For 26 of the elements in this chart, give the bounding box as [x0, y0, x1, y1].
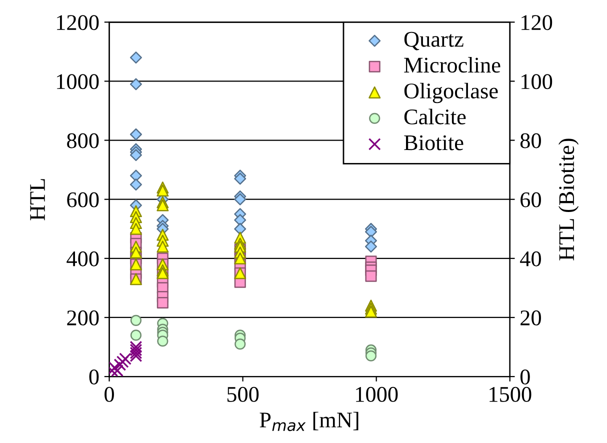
y2-tick-label: 80	[520, 133, 541, 148]
y2-axis-title: HTL (Biotite)	[558, 138, 579, 260]
legend-label: Oligoclase	[404, 82, 498, 104]
legend-label: Microcline	[404, 57, 500, 73]
x-tick-label: 1500	[490, 386, 532, 402]
y-tick-label: 600	[67, 192, 99, 208]
y2-tick-label: 120	[522, 15, 552, 30]
x-tick-label: 500	[227, 386, 259, 402]
x-tick-label: 1000	[356, 386, 398, 402]
y-axis-title: HTL	[30, 179, 45, 220]
legend-label: Calcite	[404, 108, 466, 124]
y-tick-label: 400	[66, 251, 99, 266]
y2-tick-label: 100	[522, 74, 552, 90]
y2-tick-label: 40	[520, 251, 541, 266]
y-tick-label: 1000	[57, 74, 99, 90]
legend-label: Biotite	[404, 135, 464, 150]
y-tick-label: 200	[67, 310, 99, 326]
y2-tick-label: 60	[520, 192, 541, 208]
y-tick-label: 0	[89, 369, 99, 384]
legend-label: Quartz	[404, 32, 464, 50]
x-tick-label: 0	[104, 386, 114, 402]
x-axis-title: P$_{max}$ [mN]	[260, 412, 358, 432]
y-tick-label: 1200	[57, 15, 99, 30]
y2-tick-label: 20	[520, 310, 541, 326]
y2-tick-label: 0	[520, 369, 530, 384]
y-tick-label: 800	[67, 133, 99, 148]
